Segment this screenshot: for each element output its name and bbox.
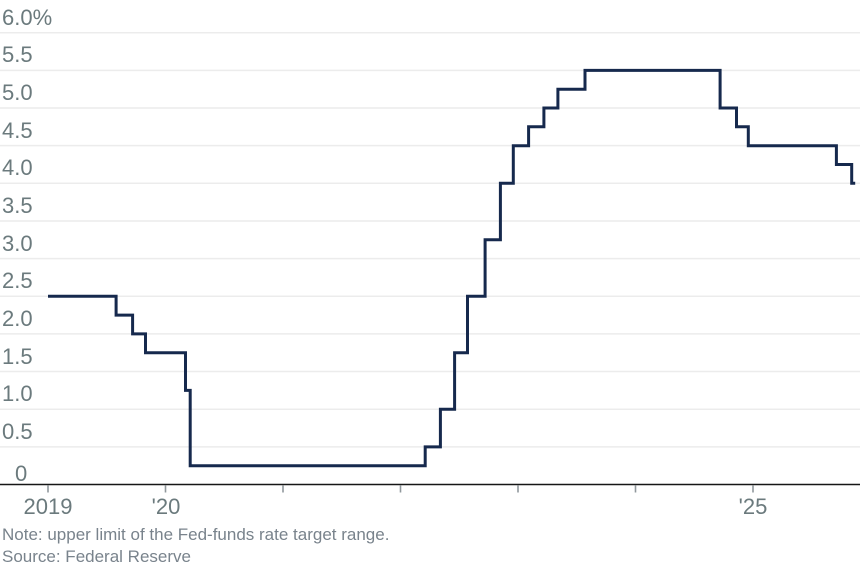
x-axis-label: '20 xyxy=(151,494,181,519)
y-axis-label: 2.0 xyxy=(2,306,33,331)
rate-step-line xyxy=(48,68,856,468)
y-axis-label: 6.0% xyxy=(2,5,53,30)
y-axis-label: 1.5 xyxy=(2,344,33,369)
y-axis-label: 0 xyxy=(15,461,28,486)
y-axis-label: 1.0 xyxy=(2,381,33,406)
y-axis-label: 3.5 xyxy=(2,193,33,218)
chart-source: Source: Federal Reserve xyxy=(2,547,191,566)
x-axis-label: 2019 xyxy=(23,494,73,519)
y-axis-label: 5.5 xyxy=(2,42,33,67)
y-axis-label: 3.0 xyxy=(2,231,33,256)
chart-note: Note: upper limit of the Fed-funds rate … xyxy=(2,525,390,544)
x-axis-label: '25 xyxy=(738,494,768,519)
y-axis-label: 2.5 xyxy=(2,268,33,293)
y-axis-label: 4.5 xyxy=(2,118,33,143)
y-axis-label: 5.0 xyxy=(2,80,33,105)
y-axis-label: 0.5 xyxy=(2,419,33,444)
y-axis-label: 4.0 xyxy=(2,155,33,180)
